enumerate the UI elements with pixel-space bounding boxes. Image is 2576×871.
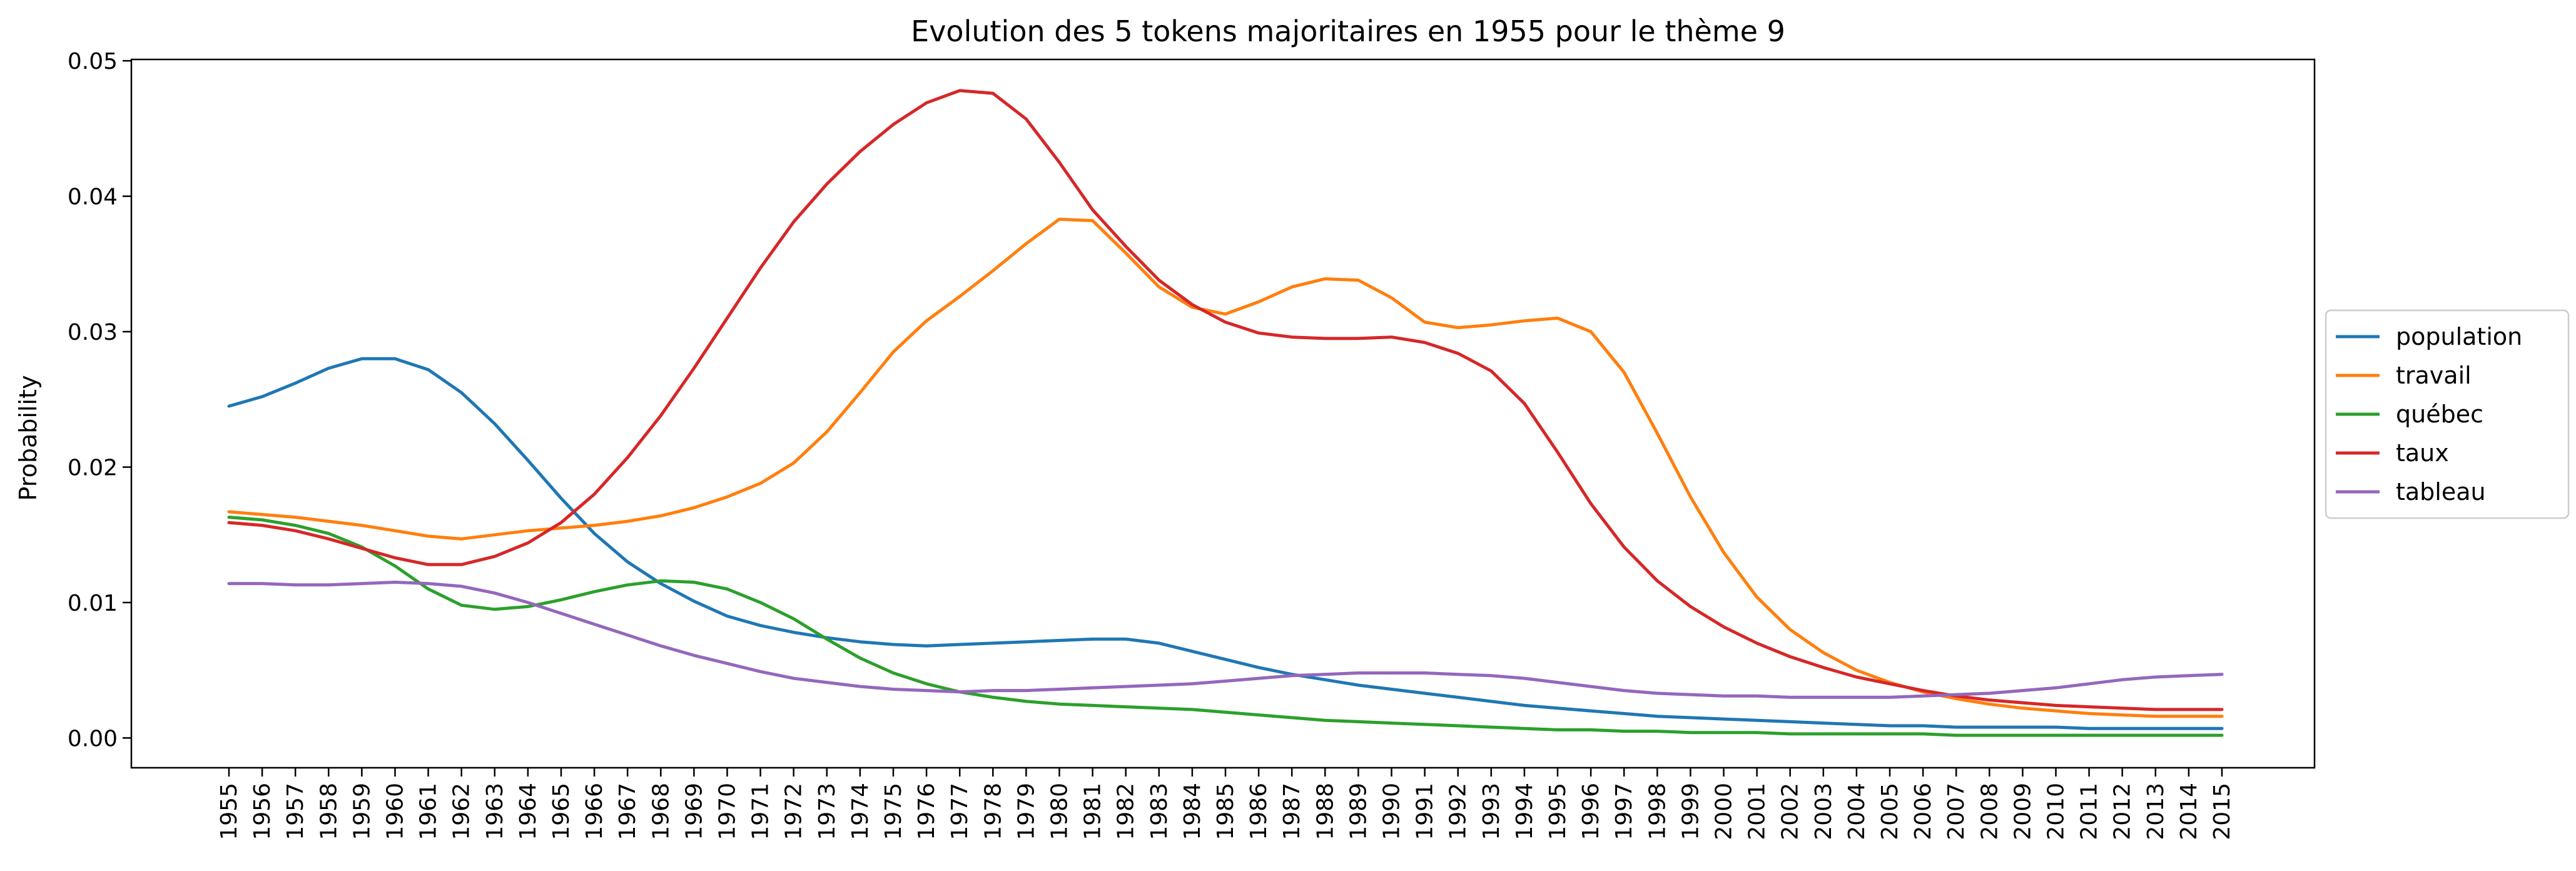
- x-tick-label: 1973: [814, 783, 840, 840]
- x-tick-label: 1992: [1446, 783, 1471, 840]
- chart-title: Evolution des 5 tokens majoritaires en 1…: [911, 14, 1785, 48]
- legend-label: tableau: [2396, 478, 2486, 506]
- x-tick-label: 1961: [416, 783, 442, 840]
- series-line-4: [227, 581, 2224, 699]
- x-tick-label: 1979: [1013, 783, 1039, 840]
- series-line-2: [227, 516, 2224, 737]
- x-tick-label: 1980: [1047, 783, 1073, 840]
- x-tick-label: 1987: [1279, 783, 1305, 840]
- x-tick-label: 1990: [1379, 783, 1405, 840]
- x-tick-label: 1994: [1512, 783, 1538, 840]
- y-tick-label: 0.00: [68, 726, 118, 751]
- x-tick-label: 1971: [748, 783, 774, 840]
- legend-label: travail: [2396, 362, 2472, 389]
- x-tick-label: 1988: [1312, 783, 1338, 840]
- legend-label: québec: [2396, 400, 2483, 428]
- x-tick-label: 2012: [2110, 783, 2136, 840]
- x-tick-label: 2011: [2077, 783, 2102, 840]
- x-tick-label: 1959: [349, 783, 375, 840]
- x-tick-label: 1963: [482, 783, 508, 840]
- plot-frame: [130, 58, 2316, 769]
- x-tick-label: 1985: [1213, 783, 1239, 840]
- x-tick-label: 1964: [515, 783, 541, 840]
- y-tick-label: 0.03: [68, 320, 118, 345]
- y-axis: 0.00 0.01 0.02 0.03 0.04 0.05: [68, 49, 131, 751]
- y-tick-label: 0.01: [68, 591, 118, 616]
- x-tick-label: 1957: [283, 783, 308, 840]
- x-tick-label: 1965: [549, 783, 574, 840]
- x-tick-label: 2004: [1844, 783, 1870, 840]
- x-tick-label: 1986: [1246, 783, 1272, 840]
- x-tick-label: 1982: [1113, 783, 1139, 840]
- x-tick-label: 1999: [1678, 783, 1703, 840]
- x-tick-label: 1976: [914, 783, 940, 840]
- x-tick-label: 1966: [582, 783, 607, 840]
- x-tick-label: 2002: [1778, 783, 1803, 840]
- x-tick-label: 1960: [383, 783, 408, 840]
- x-tick-label: 1983: [1147, 783, 1172, 840]
- x-tick-label: 1967: [615, 783, 641, 840]
- legend: population travail québec taux tableau: [2325, 309, 2570, 519]
- x-tick-label: 2006: [1910, 783, 1936, 840]
- x-tick-label: 1981: [1080, 783, 1106, 840]
- x-tick-label: 2014: [2176, 783, 2202, 840]
- series-layer: [227, 89, 2224, 737]
- x-tick-label: 1991: [1412, 783, 1438, 840]
- x-tick-label: 2003: [1811, 783, 1837, 840]
- x-tick-label: 1996: [1578, 783, 1604, 840]
- x-tick-label: 2008: [1977, 783, 2002, 840]
- x-tick-label: 1955: [216, 783, 242, 840]
- y-tick-label: 0.05: [68, 49, 118, 74]
- x-tick-label: 1993: [1479, 783, 1504, 840]
- x-tick-label: 2013: [2143, 783, 2169, 840]
- y-tick-label: 0.04: [68, 185, 118, 210]
- x-tick-label: 1968: [648, 783, 674, 840]
- x-tick-label: 1970: [715, 783, 741, 840]
- x-tick-label: 1977: [947, 783, 973, 840]
- x-tick-label: 1975: [881, 783, 906, 840]
- x-tick-label: 2009: [2010, 783, 2036, 840]
- x-tick-label: 1997: [1611, 783, 1637, 840]
- y-tick-label: 0.02: [68, 455, 118, 481]
- x-tick-label: 2000: [1711, 783, 1737, 840]
- series-line-3: [227, 89, 2224, 711]
- x-axis: 1955 1956 1957 1958 1959 1960 1961 1962 1963 1964…: [216, 768, 2235, 840]
- x-tick-label: 1989: [1346, 783, 1371, 840]
- legend-label: taux: [2396, 439, 2449, 467]
- legend-box: [2325, 309, 2570, 519]
- x-tick-label: 1995: [1545, 783, 1571, 840]
- x-tick-label: 1956: [250, 783, 275, 840]
- x-tick-label: 2005: [1877, 783, 1903, 840]
- x-tick-label: 2010: [2044, 783, 2069, 840]
- x-tick-label: 1984: [1180, 783, 1205, 840]
- x-tick-label: 2015: [2209, 783, 2235, 840]
- x-tick-label: 1958: [316, 783, 342, 840]
- x-tick-label: 2001: [1745, 783, 1770, 840]
- x-tick-label: 1978: [980, 783, 1006, 840]
- x-tick-label: 1969: [681, 783, 707, 840]
- legend-label: population: [2396, 323, 2522, 350]
- x-tick-label: 1974: [848, 783, 873, 840]
- x-tick-label: 1998: [1645, 783, 1670, 840]
- series-line-0: [227, 357, 2224, 730]
- x-tick-label: 1962: [449, 783, 475, 840]
- x-tick-label: 1972: [781, 783, 807, 840]
- x-tick-label: 2007: [1944, 783, 1969, 840]
- y-axis-label: Probability: [14, 375, 42, 501]
